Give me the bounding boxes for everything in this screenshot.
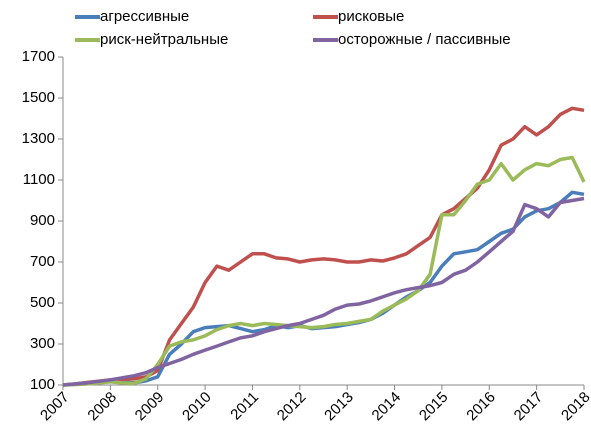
series-line (62, 190, 585, 387)
legend-label: агрессивные (100, 8, 189, 25)
legend-label: рисковые (338, 8, 404, 25)
x-tick-label: 2013 (321, 389, 357, 425)
y-tick-label: 1700 (22, 48, 55, 65)
x-tick-label: 2016 (463, 389, 499, 425)
x-tick-label: 2008 (84, 389, 120, 425)
x-tick-label: 2012 (274, 389, 310, 425)
y-tick-label: 300 (30, 335, 55, 352)
x-tick-label: 2014 (369, 389, 405, 425)
y-tick-label: 900 (30, 212, 55, 229)
series-line (62, 196, 585, 387)
y-tick-label: 1500 (22, 89, 55, 106)
x-tick-label: 2007 (37, 389, 73, 425)
series-line (62, 106, 585, 387)
series-line (62, 155, 586, 387)
y-tick-label: 700 (30, 253, 55, 270)
x-tick-label: 2010 (179, 389, 215, 425)
y-tick-label: 500 (30, 294, 55, 311)
y-tick-label: 1100 (23, 171, 55, 188)
x-tick-label: 2018 (558, 389, 591, 425)
y-tick-label: 100 (30, 376, 55, 393)
x-tick-label: 2009 (132, 389, 168, 425)
x-tick-label: 2017 (511, 389, 547, 425)
x-tick-label: 2011 (227, 389, 262, 424)
y-tick-label: 1300 (22, 130, 55, 147)
legend-label: риск-нейтральные (100, 31, 228, 48)
legend-label: осторожные / пассивные (338, 31, 511, 48)
x-tick-label: 2015 (416, 389, 452, 425)
